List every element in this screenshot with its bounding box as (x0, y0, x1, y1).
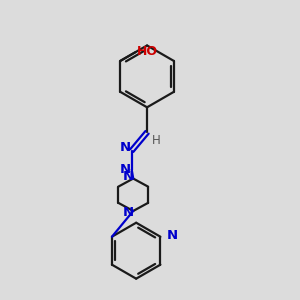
Text: H: H (152, 134, 161, 147)
Text: N: N (122, 170, 134, 183)
Text: N: N (120, 141, 131, 154)
Text: N: N (120, 163, 131, 176)
Text: N: N (122, 206, 134, 219)
Text: N: N (166, 229, 177, 242)
Text: HO: HO (137, 45, 158, 58)
